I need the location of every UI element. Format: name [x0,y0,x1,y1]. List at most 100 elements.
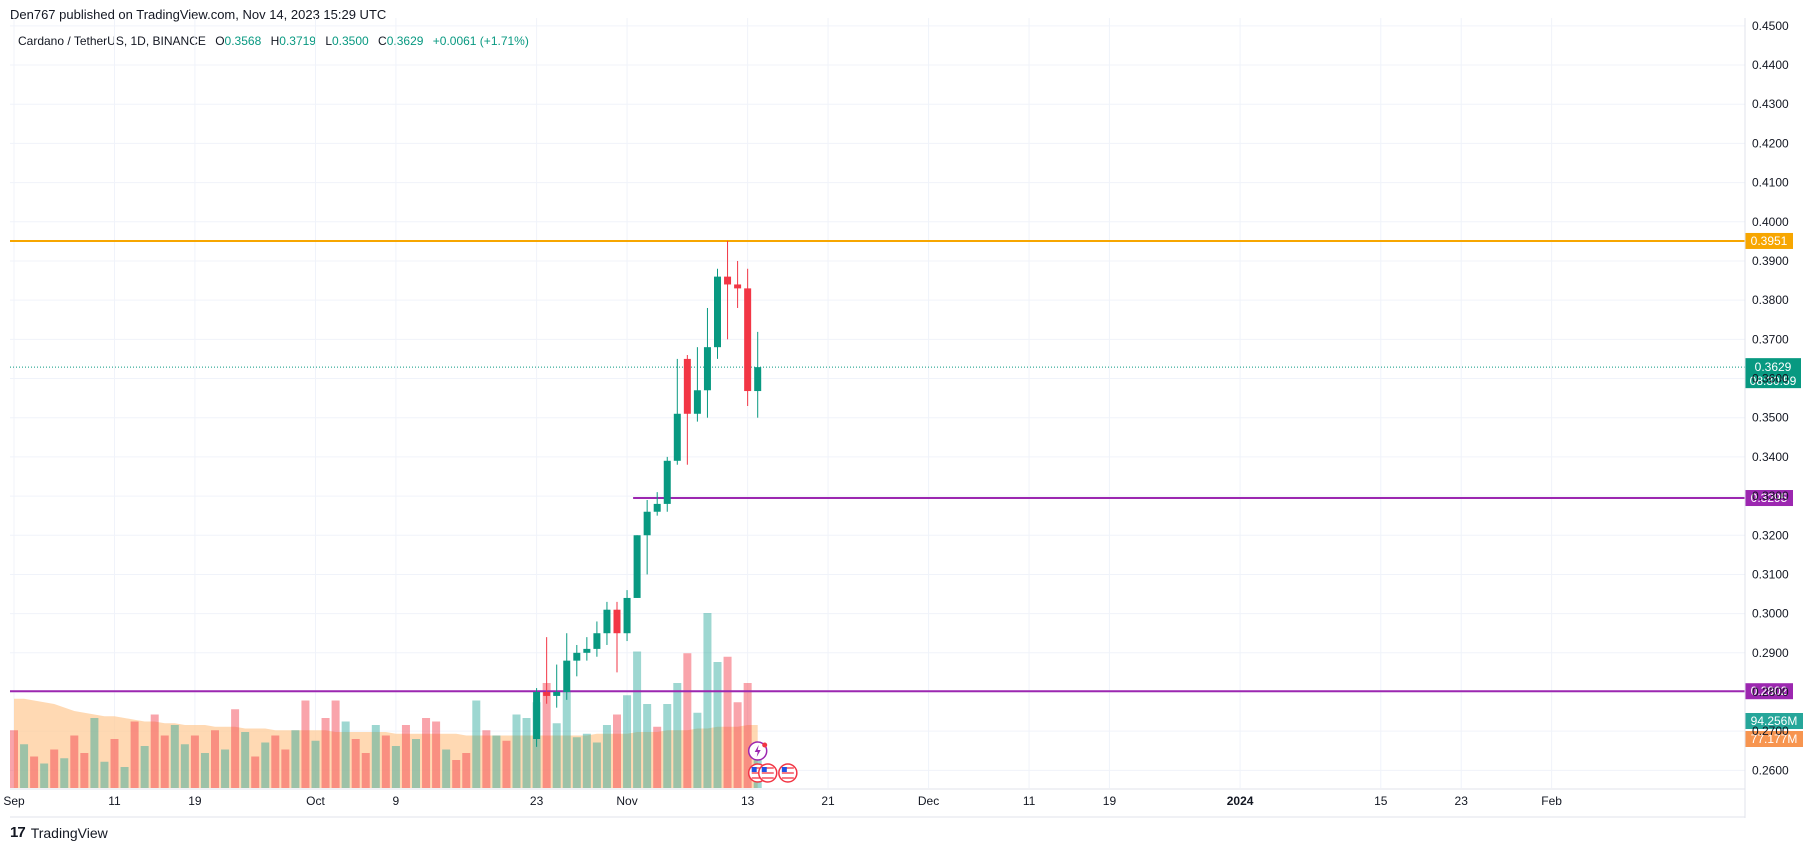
volume-bar [492,735,501,788]
volume-bar [673,683,682,788]
candle-body [553,691,561,696]
volume-bar [522,718,531,788]
candle [703,307,711,418]
flag-canton [781,767,787,772]
volume-bar [271,735,280,788]
volume-bar [60,758,69,788]
volume-bar [693,712,702,788]
candle [653,492,661,516]
volume-bar [170,725,179,788]
candles[interactable] [533,240,762,747]
candle-body [533,691,541,740]
volume-value-badge [1745,731,1803,747]
candle [633,535,641,598]
volume-bar [200,753,209,788]
volume-bar [100,761,109,788]
volume-bar [291,730,300,788]
event-dot [762,742,768,748]
volume-bar [462,753,471,788]
level-label-low-support: 0.2802 [1751,684,1788,698]
x-tick-label: Oct [306,794,325,808]
legend-open: O0.3568 [215,34,262,48]
tradingview-logo-icon: 17 [10,824,26,841]
volume-bar [371,725,380,788]
candle [553,664,561,708]
candle-body [593,633,601,649]
volume-bar [733,702,742,788]
publisher-note: Den767 published on TradingView.com, Nov… [10,7,387,22]
volume-bar [713,662,722,788]
y-tick-label: 0.4300 [1752,97,1789,111]
candle [613,601,621,673]
volume-bar [110,739,119,788]
volume-bar [361,753,370,788]
candle [533,688,541,747]
volume-bar [180,744,189,788]
candle [714,268,721,359]
y-tick-label: 0.3700 [1752,332,1789,346]
volume-ma-area [14,698,758,788]
volume-bar [412,739,420,788]
candle-body [663,460,671,504]
volume-bar [502,740,511,788]
volume-bar [442,749,451,788]
candle [563,633,571,700]
x-tick-label: 23 [1455,794,1469,808]
symbol-name: Cardano / TetherUS, 1D, BINANCE [18,34,206,48]
y-tick-label: 0.2700 [1752,724,1789,738]
volume-bar [381,735,390,788]
volume-bar [432,721,441,788]
x-tick-label: 2024 [1227,794,1254,808]
candle-body [703,347,711,391]
candle [673,358,681,465]
level-label-mid-support: 0.3295 [1751,491,1788,505]
candle [643,499,651,575]
candle-body [693,390,701,414]
y-tick-label: 0.2800 [1752,685,1789,699]
volume-bar [30,756,39,788]
volume-bar [351,739,360,788]
candle-body [714,276,721,348]
candle-body [623,597,631,634]
volume-bar [221,749,230,788]
volume-bar [261,742,270,788]
volume-bar [90,718,99,788]
y-tick-label: 0.4500 [1752,19,1789,33]
x-tick-label: 19 [1103,794,1117,808]
grid-lines [10,18,1745,788]
y-tick-label: 0.2600 [1752,763,1789,777]
volume-bar [542,683,551,788]
candle-body [543,691,551,696]
brand-name: TradingView [30,824,108,841]
us-flag-icon[interactable] [778,763,798,783]
volume-bar [703,613,712,788]
volume-bar [10,730,18,788]
volume-bar [582,733,591,788]
current-price-label: 0.3629 [1755,360,1792,374]
candle-body [563,660,571,692]
candle [583,637,591,661]
volume-bar [422,718,431,788]
lightning-icon[interactable] [747,741,768,761]
y-tick-label: 0.3400 [1752,450,1789,464]
us-flag-icon[interactable] [758,763,778,783]
volume-bar [391,746,400,788]
volume-bar [311,740,320,788]
volume-bar [633,651,642,788]
y-tick-label: 0.2900 [1752,646,1789,660]
volume-bar [743,683,752,788]
level-badge-low-support [1745,683,1793,700]
x-tick-label: 11 [108,794,121,808]
x-tick-label: Nov [616,794,637,808]
event-markers[interactable] [747,741,798,783]
volume-bar [683,653,692,788]
tradingview-logo[interactable]: 17 TradingView [10,824,108,841]
volume-bar [40,763,49,788]
candle [663,456,671,512]
legend-change: +0.0061 (+1.71%) [432,34,529,48]
x-tick-label: Feb [1541,794,1562,808]
candle-body [673,413,681,461]
y-tick-label: 0.3500 [1752,411,1789,425]
